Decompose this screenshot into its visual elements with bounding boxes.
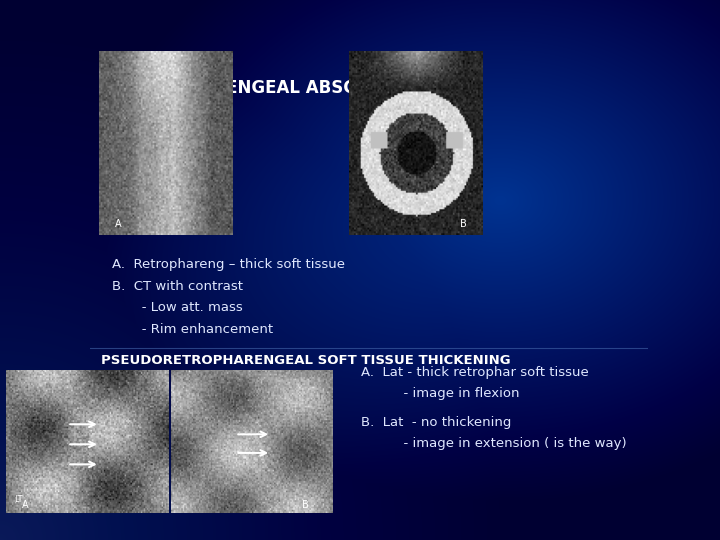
Text: B: B [459, 219, 467, 230]
Text: A.  Lat - thick retrophar soft tissue: A. Lat - thick retrophar soft tissue [361, 366, 588, 379]
Text: A: A [115, 219, 122, 230]
Text: - Rim enhancement: - Rim enhancement [112, 323, 274, 336]
Text: B.  CT with contrast: B. CT with contrast [112, 280, 243, 293]
Text: A.  Retrophareng – thick soft tissue: A. Retrophareng – thick soft tissue [112, 258, 346, 271]
Text: - Low att. mass: - Low att. mass [112, 301, 243, 314]
Text: A: A [22, 500, 29, 510]
Text: B.  Lat  - no thickening: B. Lat - no thickening [361, 416, 511, 429]
Text: - image in extension ( is the way): - image in extension ( is the way) [361, 437, 626, 450]
Text: PSEUDORETROPHARENGEAL SOFT TISSUE THICKENING: PSEUDORETROPHARENGEAL SOFT TISSUE THICKE… [101, 354, 510, 367]
Text: - image in flexion: - image in flexion [361, 387, 519, 400]
Text: RETROPHARENGEAL ABSCESS: RETROPHARENGEAL ABSCESS [112, 79, 390, 97]
Text: LT: LT [14, 495, 22, 504]
Text: B: B [302, 500, 308, 510]
